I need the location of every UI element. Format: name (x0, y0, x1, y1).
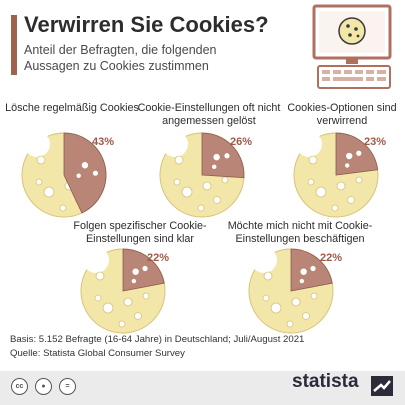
cookie-bite-0 (24, 131, 50, 157)
cookie-bite-2 (296, 131, 322, 157)
cookie-bite-3 (83, 247, 109, 273)
pie-slice-0 (63, 132, 107, 214)
cookie-chip-4-2 (291, 297, 301, 307)
cookie-chip-1-0 (174, 155, 184, 165)
slice-chip-1-0 (213, 153, 220, 161)
cookie-chip-4-0 (263, 271, 273, 281)
cookie-chip-2-5 (331, 204, 339, 212)
pie-label-2: Cookies-Optionen sind verwirrend (287, 102, 397, 127)
slice-chip-4-1 (310, 265, 316, 272)
cookie-chip-1-1 (181, 186, 193, 198)
cc-icon[interactable]: cc (11, 378, 28, 395)
computer-cookie-icon (312, 4, 392, 89)
cookie-chip-3-3 (94, 294, 102, 302)
slice-chip-2-1 (356, 150, 362, 156)
slice-chip-0-1 (92, 170, 99, 176)
pie-value-label-0: 43% (92, 136, 115, 148)
cookie-chip-3-0 (95, 271, 105, 281)
source-note: Quelle: Statista Global Consumer Survey (10, 348, 185, 359)
slice-chip-3-2 (131, 278, 137, 284)
pie-chart-2 (293, 131, 379, 218)
pie-label-3: Folgen spezifischer Cookie-Einstellungen… (73, 220, 207, 245)
pie-label-0: Lösche regelmäßig Cookies (5, 102, 139, 114)
pie-label-1: Cookie-Einstellungen oft nicht angemesse… (137, 102, 281, 127)
slice-chip-2-2 (345, 163, 350, 168)
cookie-chip-3-4 (134, 312, 142, 320)
cookie-chip-2-0 (308, 155, 318, 165)
person-icon[interactable]: ● (35, 378, 52, 395)
slice-chip-4-2 (299, 278, 305, 284)
statista-logo[interactable]: statista (292, 371, 359, 392)
pie-value-label-1: 26% (230, 136, 253, 148)
slice-chip-2-0 (345, 152, 353, 160)
cookie-chip-1-3 (173, 178, 181, 186)
pie-value-label-4: 22% (320, 252, 343, 264)
page-title: Verwirren Sie Cookies? (24, 12, 269, 37)
pie-value-label-3: 22% (147, 252, 170, 264)
cookie-chip-1-5 (197, 204, 205, 212)
cookie-chip-3-6 (142, 292, 150, 300)
cookie-chip-0-3 (35, 178, 43, 186)
cookie-chip-4-6 (310, 292, 318, 300)
slice-chip-4-0 (300, 268, 307, 275)
cookie-chip-4-4 (302, 312, 310, 320)
pie-chart-0 (21, 131, 107, 218)
cookie-chip-0-0 (36, 155, 46, 165)
cookie-chip-4-1 (270, 302, 282, 314)
cookie-chip-3-1 (102, 302, 114, 314)
pie-chart-3 (80, 247, 166, 334)
cookie-chip-3-5 (118, 320, 126, 328)
slice-chip-3-1 (142, 265, 148, 272)
cookie-chip-4-3 (262, 294, 270, 302)
cookie-chip-1-4 (213, 196, 221, 204)
page-subtitle: Anteil der Befragten, die folgenden Auss… (24, 43, 217, 73)
cookie-chip-3-2 (123, 297, 133, 307)
accent-bar (11, 15, 17, 75)
cookie-chip-2-4 (347, 196, 355, 204)
pie-chart-1 (159, 131, 245, 218)
equals-icon[interactable]: = (59, 378, 76, 395)
slice-chip-3-0 (132, 268, 139, 275)
cookie-chip-2-1 (315, 186, 327, 198)
slice-chip-1-1 (224, 153, 230, 159)
cookie-chip-1-6 (221, 176, 229, 184)
cookie-chip-0-1 (43, 186, 55, 198)
cookie-chip-2-2 (336, 181, 346, 191)
cookie-chip-4-5 (286, 320, 294, 328)
slice-chip-0-0 (81, 162, 89, 169)
cookie-chip-2-3 (307, 178, 315, 186)
slice-chip-1-2 (212, 164, 217, 170)
cookie-chip-2-6 (355, 176, 363, 184)
cookie-chip-1-2 (202, 181, 212, 191)
basis-note: Basis: 5.152 Befragte (16-64 Jahre) in D… (10, 334, 305, 345)
cookie-bite-4 (251, 247, 277, 273)
pie-label-4: Möchte mich nicht mit Cookie-Einstellung… (227, 220, 373, 245)
cookie-chip-0-5 (59, 204, 67, 212)
statista-logo-mark-icon (371, 376, 393, 396)
pie-chart-4 (248, 247, 334, 334)
pie-value-label-2: 23% (364, 136, 387, 148)
cookie-bite-1 (162, 131, 188, 157)
slice-chip-0-2 (76, 173, 81, 178)
